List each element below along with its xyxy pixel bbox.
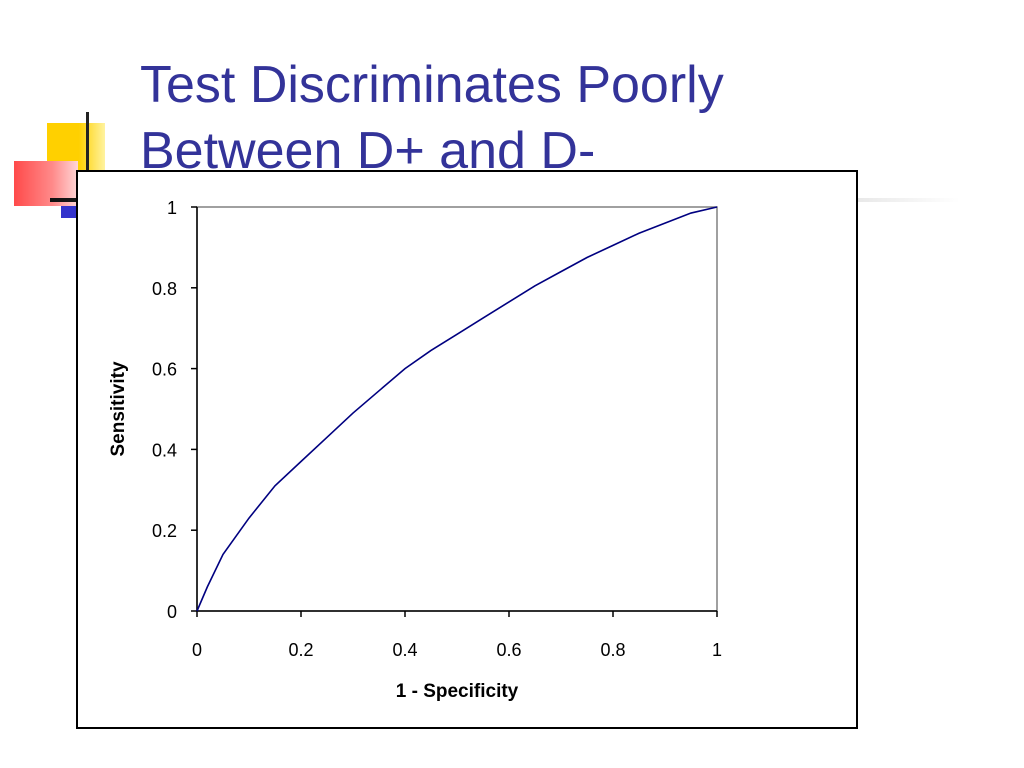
x-tick-label: 0.2	[288, 640, 313, 660]
y-axis-ticks: 0 0.2 0.4 0.6 0.8 1	[152, 198, 197, 622]
y-tick-label: 0.2	[152, 521, 177, 541]
decor-vertical-line	[86, 112, 89, 174]
slide-title-line-1: Test Discriminates Poorly	[140, 56, 724, 114]
chart-frame: 0 0.2 0.4 0.6 0.8 1 0 0.2 0.4 0.6 0.8 1 1 - Specif…	[76, 170, 858, 729]
roc-chart: 0 0.2 0.4 0.6 0.8 1 0 0.2 0.4 0.6 0.8 1 1 - Specif…	[108, 198, 722, 702]
x-tick-label: 1	[712, 640, 722, 660]
y-tick-label: 0.6	[152, 360, 177, 380]
x-tick-label: 0.6	[496, 640, 521, 660]
x-tick-label: 0.8	[600, 640, 625, 660]
roc-curve-line	[196, 206, 718, 612]
x-tick-label: 0	[192, 640, 202, 660]
x-axis-ticks: 0 0.2 0.4 0.6 0.8 1	[192, 611, 722, 660]
decor-blue-square	[61, 206, 79, 218]
x-axis-title: 1 - Specificity	[396, 681, 519, 702]
plot-area-border	[196, 206, 718, 612]
y-tick-label: 0.4	[152, 440, 177, 460]
y-tick-label: 0.8	[152, 279, 177, 299]
y-tick-label: 0	[167, 602, 177, 622]
y-axis-title: Sensitivity	[108, 361, 129, 456]
slide-title: Test Discriminates Poorly Between D+ and…	[140, 52, 1000, 184]
x-tick-label: 0.4	[392, 640, 417, 660]
y-tick-label: 1	[167, 198, 177, 218]
